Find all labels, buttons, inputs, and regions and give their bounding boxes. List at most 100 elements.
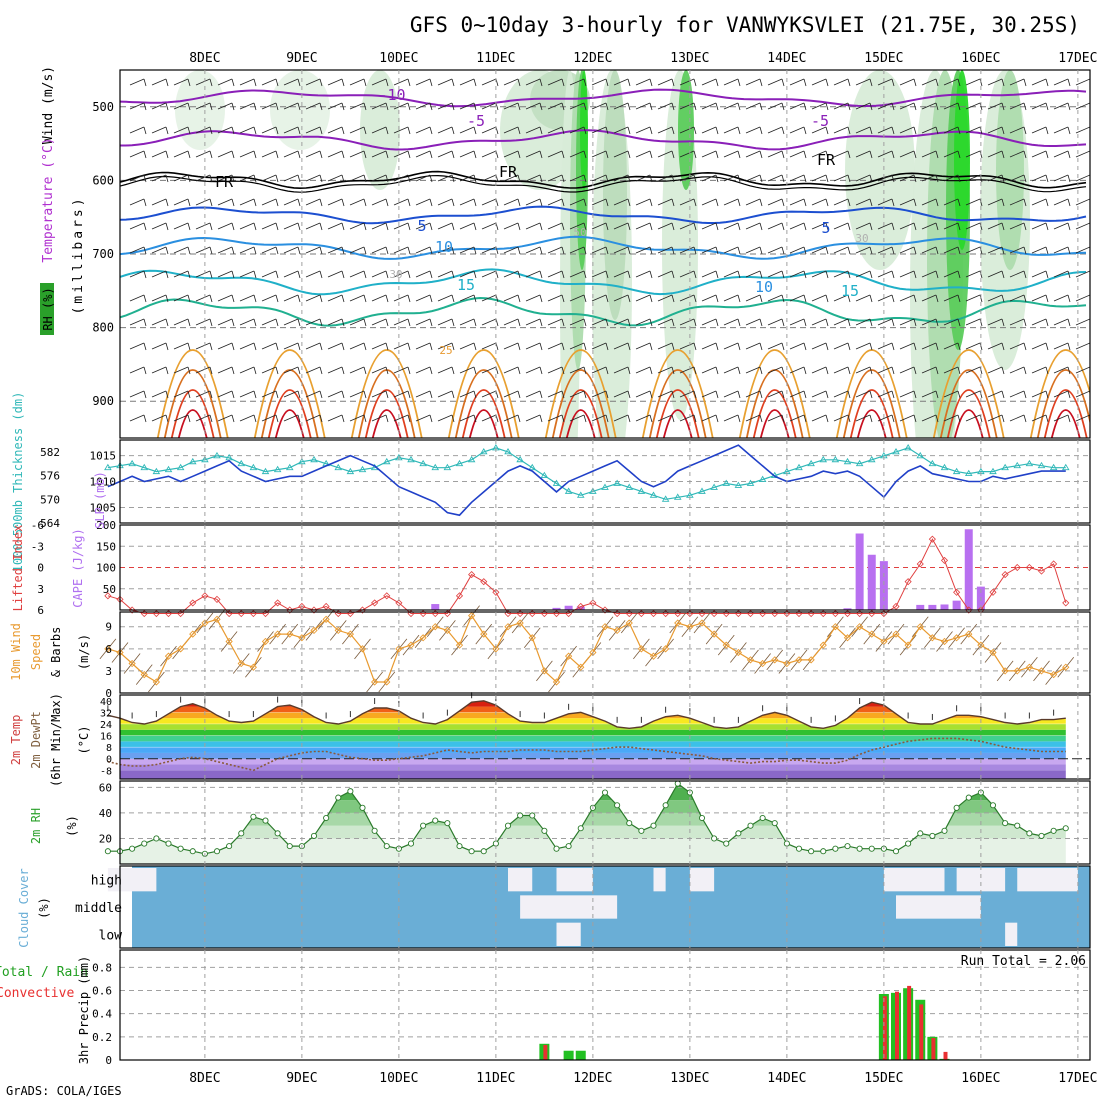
wind-barb-flag: [715, 318, 719, 327]
wind-barb: [921, 342, 937, 350]
rh-point: [262, 817, 269, 824]
thickness-point: [710, 483, 718, 490]
wind-barb-flag: [759, 174, 763, 183]
temp-band: [120, 735, 1066, 742]
wind-barb: [173, 198, 189, 206]
cape-bar: [879, 561, 888, 610]
wind-barb-flag: [561, 318, 565, 327]
wind-barb-flag: [825, 150, 829, 159]
panel-frame-wind: [119, 611, 1091, 694]
wind-barb-flag: [935, 222, 939, 231]
wind-barb-flag: [935, 78, 939, 87]
upper-ytick: 900: [92, 394, 114, 408]
wind-barb-flag: [561, 390, 565, 399]
wind-barb-flag: [979, 222, 983, 231]
wind-barb-flag: [913, 318, 917, 327]
wind10-point: [722, 641, 730, 649]
wind-barb: [415, 102, 431, 110]
wind-barb-flag: [1067, 390, 1071, 399]
wind-barb-flag: [649, 198, 653, 207]
wind-barb: [283, 174, 299, 182]
wind-barb-flag: [539, 366, 543, 375]
wind-barb: [789, 294, 805, 302]
wind-barb-flag: [209, 174, 213, 183]
wind-barb: [635, 390, 651, 398]
wind-barb: [613, 222, 629, 230]
wind-barb-flag: [319, 270, 323, 279]
wind-barb-flag: [253, 270, 257, 279]
thickness-point: [746, 479, 755, 486]
wind-barb-flag: [891, 318, 895, 327]
wind-barb-flag: [165, 342, 169, 351]
wind-barb-flag: [297, 174, 301, 183]
cape-ytick-left: 3: [37, 583, 44, 596]
wind-barb: [723, 246, 739, 254]
wind-barb-flag: [847, 198, 851, 207]
wind-barb: [261, 78, 277, 86]
rh-point: [274, 830, 281, 837]
date-label-top: 10DEC: [379, 51, 418, 66]
wind-barb: [943, 414, 959, 422]
isotherm-warm-arch: [939, 369, 998, 438]
wind-barb: [789, 366, 805, 374]
date-label-top: 12DEC: [573, 51, 612, 66]
temp-ytick: -8: [100, 766, 112, 777]
wind-barb: [393, 102, 409, 110]
contour-label: FR: [215, 173, 234, 191]
wind-barb: [1031, 342, 1047, 350]
wind-barb: [305, 198, 321, 206]
wind-barb: [943, 342, 959, 350]
li-point: [358, 606, 367, 614]
wind-barb: [899, 414, 915, 422]
wind-barb: [327, 102, 343, 110]
wind-barb: [459, 294, 475, 302]
wind-barb-flag: [891, 174, 895, 183]
wind-barb-flag: [341, 414, 345, 423]
wind-barb-flag: [319, 126, 323, 135]
wind-barb: [767, 294, 783, 302]
rh-point: [844, 843, 851, 850]
wind-barb-flag: [715, 294, 719, 303]
wind-barb: [261, 318, 277, 326]
wind-barb: [701, 174, 717, 182]
wind-barb: [679, 222, 695, 230]
isotherm-warm-arch: [752, 389, 797, 438]
wind-barb: [591, 366, 607, 374]
wind-barb-flag: [231, 270, 235, 279]
thickness-point: [855, 459, 864, 467]
wind-barb-flag: [869, 414, 873, 423]
wind-barb: [349, 150, 365, 158]
wind-barb: [217, 150, 233, 158]
wind-barb-flag: [715, 366, 719, 375]
wind-barb-flag: [209, 222, 213, 231]
wind-barb-flag: [1067, 174, 1071, 183]
wind-barb: [1031, 174, 1047, 182]
wind10-point: [528, 634, 536, 642]
wind-barb-flag: [319, 150, 323, 159]
wind-barb: [1031, 150, 1047, 158]
wind-barb: [701, 414, 717, 422]
wind-barb: [305, 390, 321, 398]
wind10-point: [613, 626, 621, 635]
wind-barb-flag: [693, 390, 697, 399]
wind-barb: [349, 102, 365, 110]
wind-barb: [1009, 390, 1025, 398]
wind-barb: [657, 270, 673, 278]
wind-barb-flag: [385, 174, 389, 183]
temp-ylabel-a: 2m Temp: [9, 715, 23, 766]
wind-barb-flag: [825, 390, 829, 399]
wind-barb: [767, 246, 783, 254]
cape-bar: [867, 554, 876, 610]
wind-barb-flag: [825, 414, 829, 423]
thickness-point: [673, 493, 682, 500]
wind-barb: [437, 414, 453, 422]
temp-ytick: 0: [106, 755, 112, 766]
wind-barb: [1053, 174, 1069, 182]
wind10-point: [140, 670, 148, 679]
thickness-point: [637, 487, 646, 494]
wind-barb: [635, 294, 651, 302]
wind-barb-flag: [407, 198, 411, 207]
wind-barb: [613, 78, 629, 86]
wind-barb-flag: [583, 174, 587, 183]
precip-ytick: 0.6: [92, 985, 112, 998]
